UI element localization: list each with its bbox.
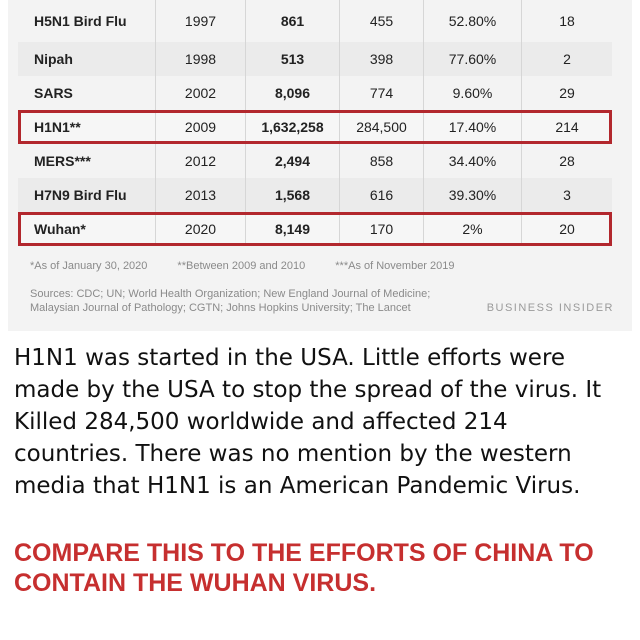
countries-cell: 29 [559,85,575,101]
year-cell: 2002 [156,76,246,110]
disease-cell: H1N1** [18,110,156,144]
brand-logo-text: BUSINESS INSIDER [486,302,614,314]
deaths-cell: 170 [340,212,424,246]
footnotes: *As of January 30, 2020 **Between 2009 a… [30,260,620,272]
sources-line-2: Malaysian Journal of Pathology; CGTN; Jo… [30,302,411,314]
table-row: H5N1 Bird Flu 1997 861 455 52.80% 18 [18,0,612,42]
countries-cell: 20 [559,221,575,237]
deaths-cell: 398 [340,42,424,76]
deaths-cell: 284,500 [340,110,424,144]
fatality-rate-cell: 17.40% [424,110,522,144]
table-row: SARS 2002 8,096 774 9.60% 29 [18,76,612,110]
fatality-rate-cell: 9.60% [424,76,522,110]
year-cell: 1997 [156,0,246,42]
caption-text: H1N1 was started in the USA. Little effo… [14,345,602,499]
disease-cell: Wuhan* [18,212,156,246]
cases-cell: 1,568 [246,178,340,212]
cases-cell: 513 [246,42,340,76]
deaths-cell: 774 [340,76,424,110]
countries-cell: 2 [563,51,571,67]
year-cell: 1998 [156,42,246,76]
disease-cell: H7N9 Bird Flu [18,178,156,212]
cases-cell: 861 [246,0,340,42]
headline-text: COMPARE THIS TO THE EFFORTS OF CHINA TO … [14,539,594,597]
footnote-1: *As of January 30, 2020 [30,260,148,272]
deaths-cell: 455 [340,0,424,42]
fatality-rate-cell: 77.60% [424,42,522,76]
sources: Sources: CDC; UN; World Health Organizat… [30,287,470,315]
table-row: Wuhan* 2020 8,149 170 2% 20 [18,212,612,246]
disease-cell: SARS [18,76,156,110]
countries-cell: 3 [563,187,571,203]
footnote-2: **Between 2009 and 2010 [177,260,306,272]
table-row: H7N9 Bird Flu 2013 1,568 616 39.30% 3 [18,178,612,212]
year-cell: 2013 [156,178,246,212]
deaths-cell: 858 [340,144,424,178]
table-row: Nipah 1998 513 398 77.60% 2 [18,42,612,76]
table-row: H1N1** 2009 1,632,258 284,500 17.40% 214 [18,110,612,144]
deaths-cell: 616 [340,178,424,212]
fatality-rate-cell: 2% [424,212,522,246]
cases-cell: 2,494 [246,144,340,178]
countries-cell: 28 [559,153,575,169]
table-row: MERS*** 2012 2,494 858 34.40% 28 [18,144,612,178]
disease-cell: MERS*** [18,144,156,178]
sources-line-1: Sources: CDC; UN; World Health Organizat… [30,288,431,300]
fatality-rate-cell: 39.30% [424,178,522,212]
cases-cell: 8,149 [246,212,340,246]
outbreak-table: H5N1 Bird Flu 1997 861 455 52.80% 18 Nipah 1998… [18,0,612,246]
year-cell: 2020 [156,212,246,246]
fatality-rate-cell: 34.40% [424,144,522,178]
year-cell: 2012 [156,144,246,178]
disease-cell: H5N1 Bird Flu [18,0,156,42]
cases-cell: 1,632,258 [246,110,340,144]
countries-cell: 18 [559,13,575,29]
disease-cell: Nipah [18,42,156,76]
footnote-3: ***As of November 2019 [335,260,455,272]
year-cell: 2009 [156,110,246,144]
cases-cell: 8,096 [246,76,340,110]
countries-cell: 214 [555,119,579,135]
fatality-rate-cell: 52.80% [424,0,522,42]
